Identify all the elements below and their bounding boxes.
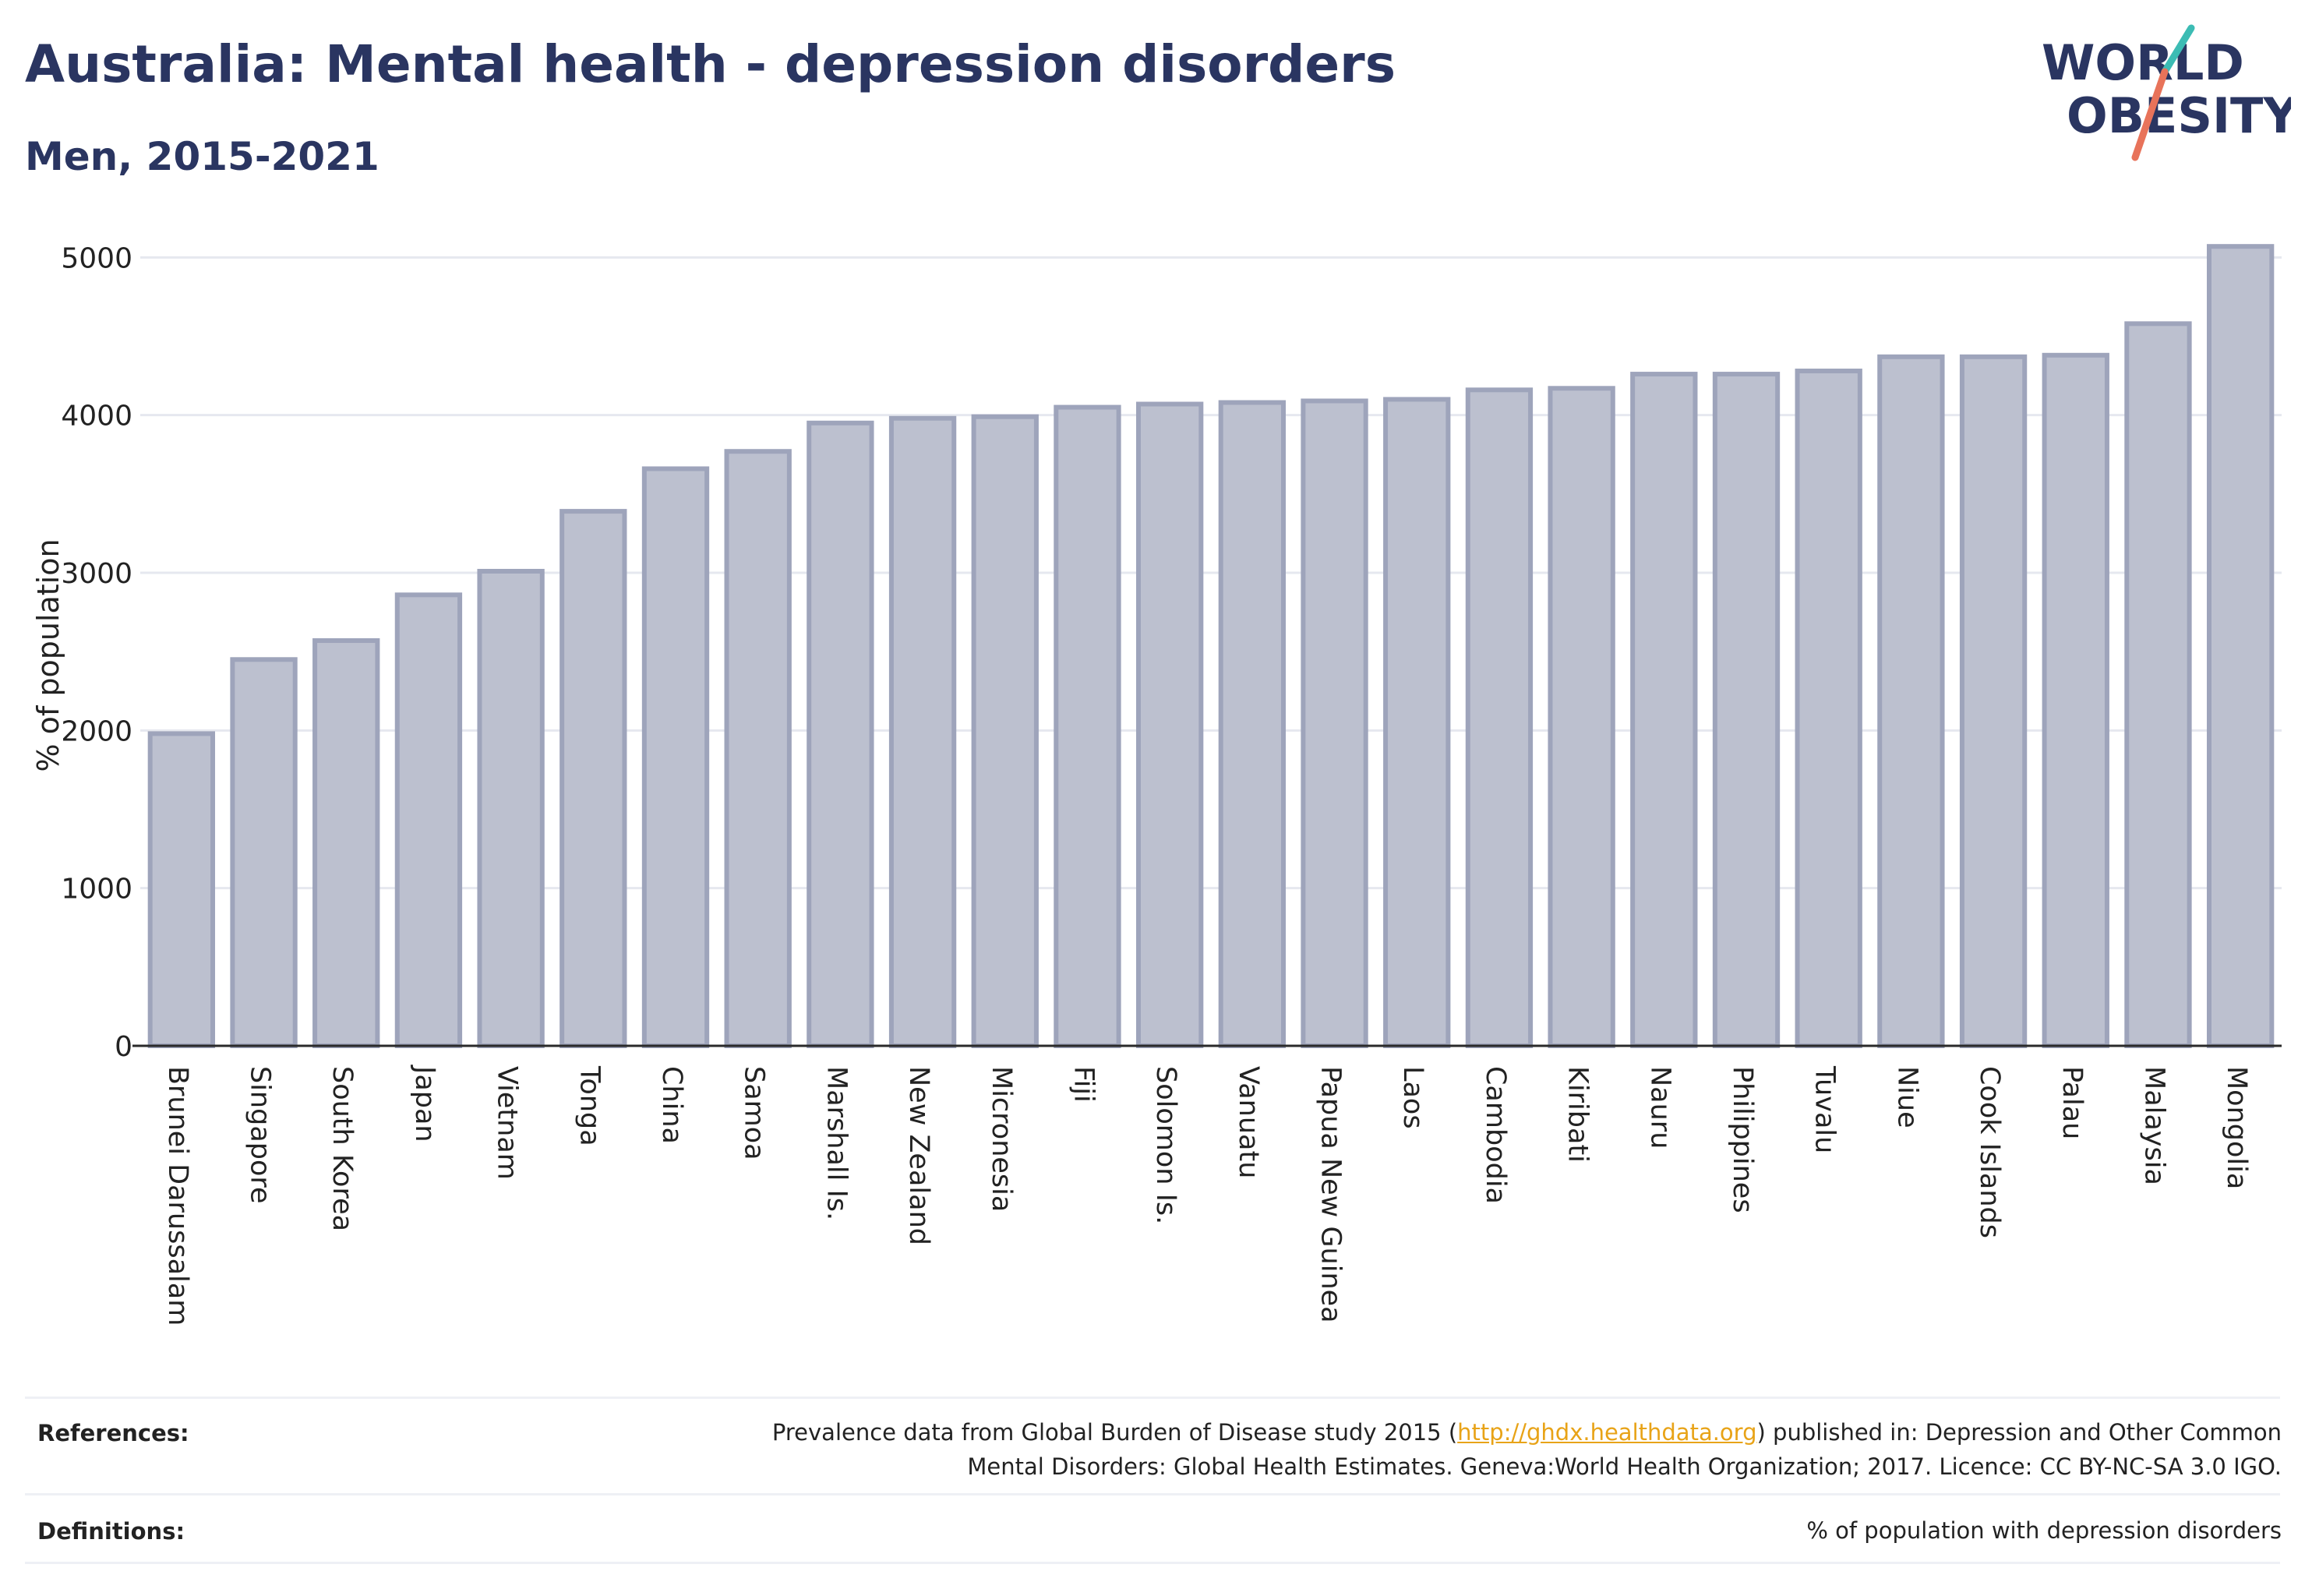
- y-tick-label: 1000: [61, 874, 132, 906]
- references-text-before: Prevalence data from Global Burden of Di…: [771, 1419, 1458, 1446]
- references-text-after: ) published in: Depression and Other Com…: [1756, 1419, 2282, 1446]
- x-tick-label: Vanuatu: [1233, 1066, 1264, 1178]
- x-tick-label: Nauru: [1644, 1066, 1675, 1149]
- bar: [559, 509, 627, 1048]
- bar: [1218, 400, 1287, 1048]
- y-axis-label: % of population: [31, 538, 65, 772]
- x-tick-label: Micronesia: [986, 1066, 1017, 1212]
- bars: [147, 244, 2275, 1049]
- x-tick-label: Brunei Darussalam: [162, 1066, 193, 1326]
- definitions-label: Definitions:: [37, 1518, 185, 1545]
- world-obesity-logo: WORLD OBESITY: [2042, 24, 2291, 161]
- bar: [641, 466, 710, 1048]
- references-line2: Mental Disorders: Global Health Estimate…: [967, 1453, 2282, 1480]
- bar: [1877, 354, 1945, 1048]
- logo-line1: WORLD: [2042, 34, 2244, 91]
- x-tick-label: Malaysia: [2138, 1066, 2169, 1185]
- references-text: Prevalence data from Global Burden of Di…: [567, 1415, 2282, 1484]
- bar: [1630, 372, 1698, 1048]
- footer-divider-bottom: [25, 1562, 2280, 1564]
- bar-chart: 0 1000 2000 3000 4000 5000 Brunei Darussalam S…: [31, 242, 2282, 1326]
- y-tick-label: 2000: [61, 715, 132, 747]
- x-tick-label: Philippines: [1727, 1066, 1758, 1213]
- footer-divider-top: [25, 1396, 2280, 1399]
- bar: [1301, 398, 1368, 1048]
- x-axis-ticks: Brunei Darussalam Singapore South Korea Jap…: [162, 1065, 2252, 1326]
- x-tick-label: Mongolia: [2221, 1066, 2252, 1189]
- x-tick-label: New Zealand: [903, 1066, 934, 1245]
- x-tick-label: Papua New Guinea: [1315, 1066, 1347, 1323]
- references-link[interactable]: http://ghdx.healthdata.org: [1457, 1419, 1757, 1446]
- bar: [230, 657, 298, 1048]
- bar: [477, 568, 545, 1048]
- x-tick-label: Samoa: [739, 1066, 770, 1160]
- logo-slash-coral: [2131, 68, 2169, 161]
- logo-line2: OBESITY: [2067, 87, 2291, 144]
- bar: [1795, 369, 1862, 1049]
- x-tick-label: Japan: [409, 1065, 440, 1142]
- bar: [1465, 387, 1534, 1048]
- x-tick-label: Tonga: [574, 1065, 605, 1146]
- bar: [971, 414, 1039, 1048]
- bar: [1548, 386, 1615, 1048]
- x-tick-label: Palau: [2056, 1066, 2088, 1139]
- bar: [1054, 404, 1121, 1048]
- x-tick-label: Fiji: [1068, 1066, 1099, 1103]
- x-tick-label: Solomon Is.: [1150, 1066, 1181, 1224]
- y-tick-label: 5000: [61, 242, 132, 274]
- y-tick-label: 4000: [61, 401, 132, 433]
- bar: [1712, 372, 1781, 1048]
- x-tick-label: Cook Islands: [1974, 1066, 2005, 1238]
- x-tick-label: Marshall Is.: [821, 1066, 852, 1220]
- bar: [1383, 397, 1451, 1048]
- bar: [2206, 244, 2275, 1048]
- x-tick-label: Tuvalu: [1809, 1065, 1841, 1153]
- bar: [312, 638, 380, 1048]
- bar: [888, 415, 957, 1048]
- bar: [1959, 354, 2028, 1048]
- references-label: References:: [37, 1420, 189, 1446]
- bar: [394, 592, 463, 1048]
- bar: [724, 449, 792, 1048]
- chart-subtitle: Men, 2015-2021: [25, 134, 379, 179]
- y-tick-label: 3000: [61, 558, 132, 590]
- bar: [2042, 352, 2109, 1048]
- x-tick-label: Cambodia: [1480, 1066, 1511, 1204]
- bar: [2124, 321, 2192, 1049]
- footer-divider-middle: [25, 1493, 2280, 1495]
- x-tick-label: Kiribati: [1562, 1066, 1594, 1163]
- chart-title: Australia: Mental health - depression di…: [25, 34, 1396, 94]
- x-tick-label: Laos: [1397, 1066, 1428, 1129]
- bar: [147, 731, 216, 1048]
- logo-slash-teal: [2161, 24, 2195, 76]
- x-tick-label: Singapore: [245, 1066, 276, 1204]
- x-tick-label: South Korea: [327, 1066, 358, 1231]
- y-tick-label: 0: [115, 1031, 132, 1063]
- x-tick-label: Vietnam: [492, 1066, 523, 1180]
- bar: [807, 420, 874, 1048]
- x-tick-label: China: [656, 1066, 687, 1144]
- bar: [1135, 401, 1204, 1048]
- definitions-text: % of population with depression disorder…: [1806, 1517, 2282, 1544]
- y-axis-ticks: 0 1000 2000 3000 4000 5000: [61, 242, 132, 1063]
- x-tick-label: Niue: [1891, 1066, 1922, 1128]
